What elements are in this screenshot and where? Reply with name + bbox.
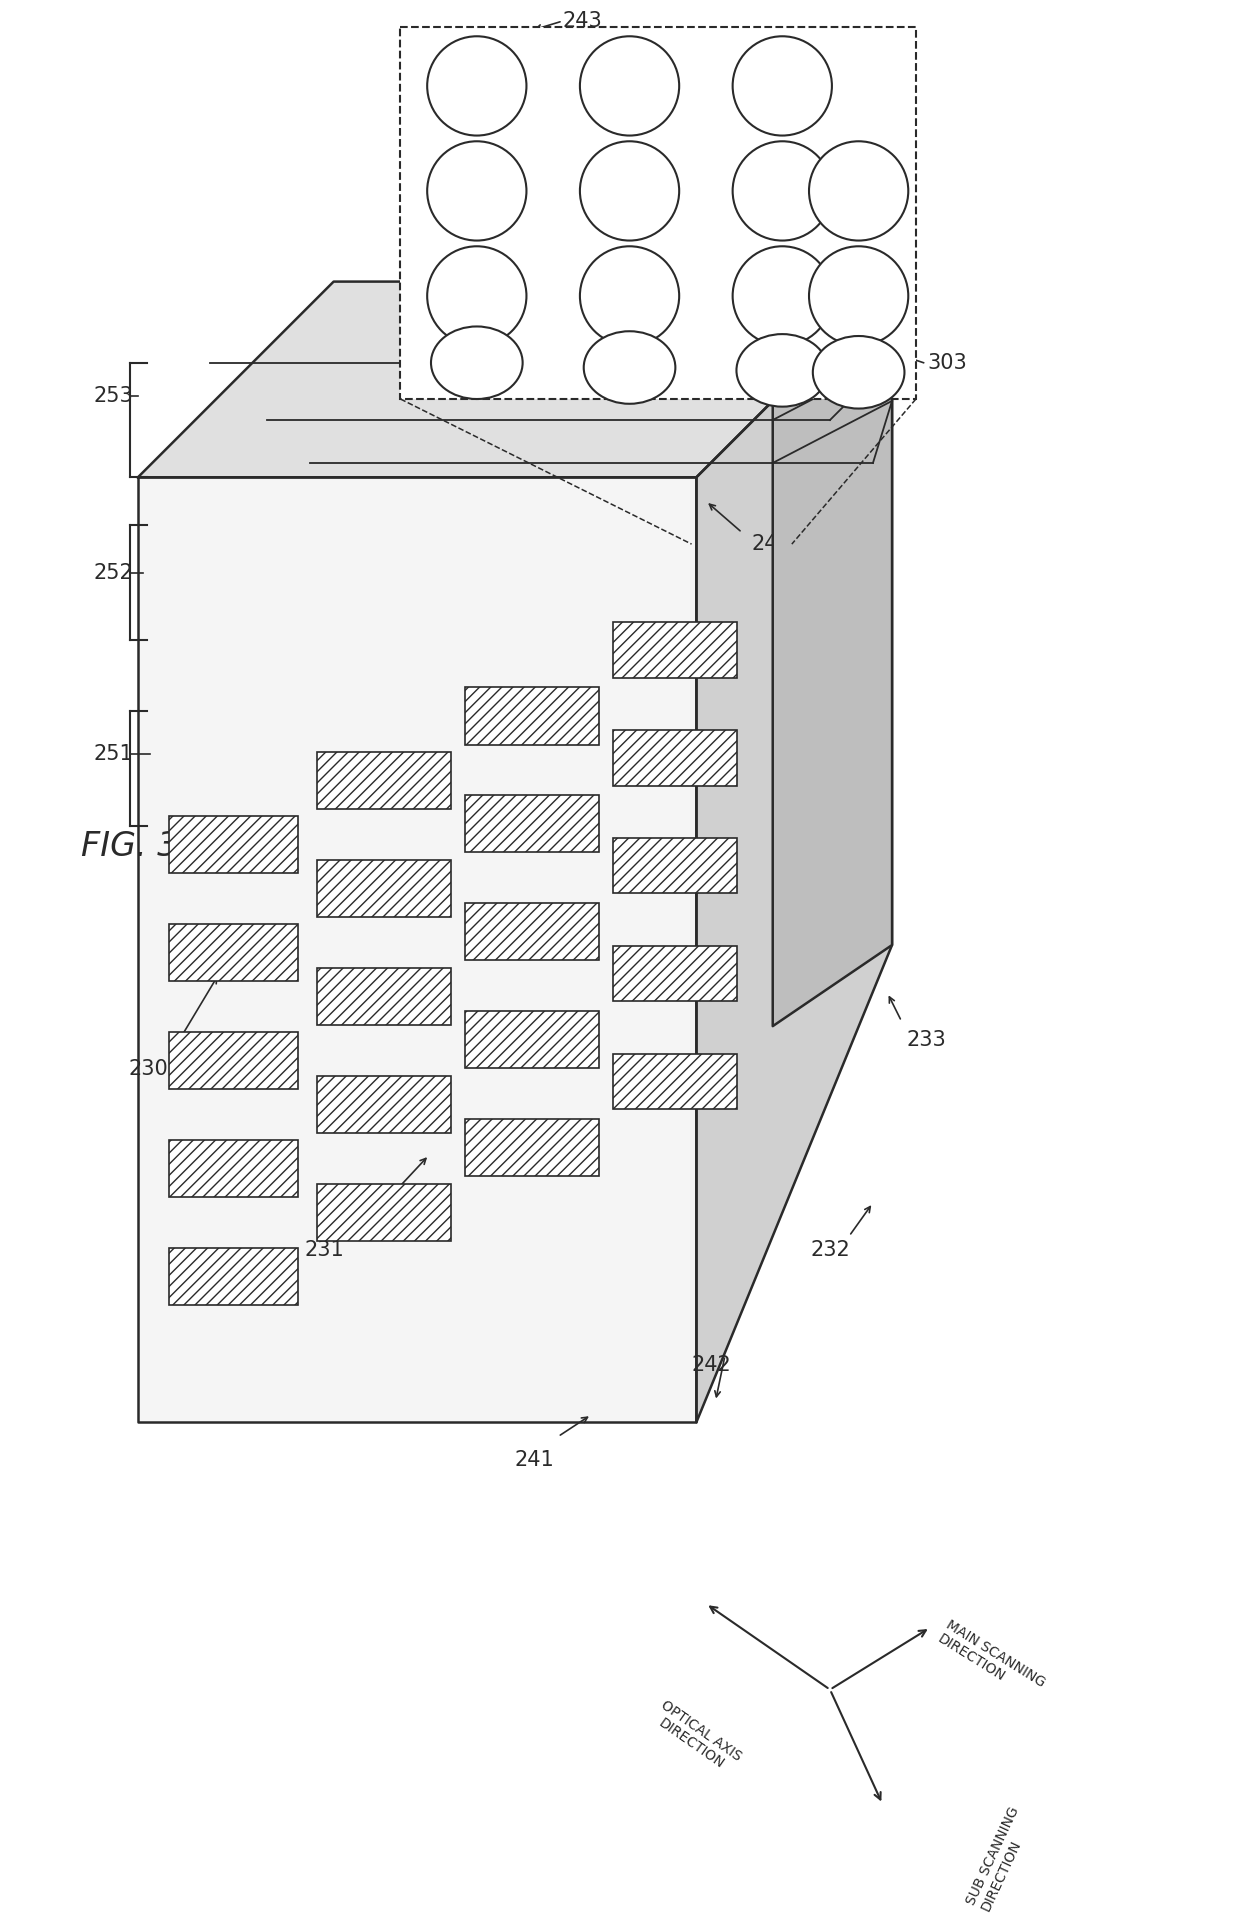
Text: 252: 252 — [93, 562, 133, 583]
Ellipse shape — [584, 332, 676, 403]
Bar — [614, 946, 738, 1002]
Ellipse shape — [432, 326, 522, 399]
Bar — [317, 860, 451, 917]
Ellipse shape — [813, 336, 904, 409]
Bar — [170, 1032, 299, 1090]
Polygon shape — [138, 478, 697, 1422]
Bar — [317, 752, 451, 810]
Bar — [614, 839, 738, 894]
Ellipse shape — [580, 246, 680, 345]
Ellipse shape — [427, 36, 527, 136]
Bar — [614, 731, 738, 785]
Text: 242: 242 — [692, 1355, 732, 1376]
Bar — [170, 925, 299, 981]
Ellipse shape — [427, 142, 527, 240]
Ellipse shape — [733, 246, 832, 345]
Text: FIG. 3: FIG. 3 — [81, 831, 179, 864]
Polygon shape — [773, 282, 892, 1027]
Bar — [465, 904, 599, 960]
Ellipse shape — [580, 142, 680, 240]
Text: 243: 243 — [563, 12, 603, 31]
Ellipse shape — [808, 246, 908, 345]
Ellipse shape — [733, 36, 832, 136]
Bar — [465, 1119, 599, 1176]
Bar — [465, 687, 599, 745]
Ellipse shape — [733, 142, 832, 240]
Text: MAIN SCANNING
DIRECTION: MAIN SCANNING DIRECTION — [935, 1618, 1048, 1704]
Text: 251: 251 — [93, 745, 133, 764]
Bar — [317, 967, 451, 1025]
Polygon shape — [697, 282, 892, 1422]
Text: 231: 231 — [305, 1240, 345, 1261]
Bar — [170, 816, 299, 873]
Text: 230: 230 — [129, 1059, 169, 1078]
Bar — [170, 1140, 299, 1197]
Ellipse shape — [737, 334, 828, 407]
Bar — [317, 1077, 451, 1132]
Text: 233: 233 — [906, 1031, 946, 1050]
Text: OPTICAL AXIS
DIRECTION: OPTICAL AXIS DIRECTION — [649, 1698, 744, 1777]
Text: 243: 243 — [751, 533, 791, 555]
Bar — [465, 1011, 599, 1069]
Bar — [170, 1247, 299, 1305]
Ellipse shape — [580, 36, 680, 136]
Bar — [614, 622, 738, 677]
Bar — [614, 1054, 738, 1109]
Ellipse shape — [808, 142, 908, 240]
Bar — [317, 1184, 451, 1242]
Ellipse shape — [427, 246, 527, 345]
Bar — [465, 794, 599, 852]
Polygon shape — [138, 282, 892, 478]
Text: 253: 253 — [93, 386, 133, 407]
Text: 303: 303 — [928, 353, 967, 372]
Text: 241: 241 — [515, 1451, 554, 1470]
Text: 232: 232 — [811, 1240, 851, 1261]
Text: SUB SCANNING
DIRECTION: SUB SCANNING DIRECTION — [963, 1804, 1037, 1913]
Bar — [401, 27, 916, 399]
